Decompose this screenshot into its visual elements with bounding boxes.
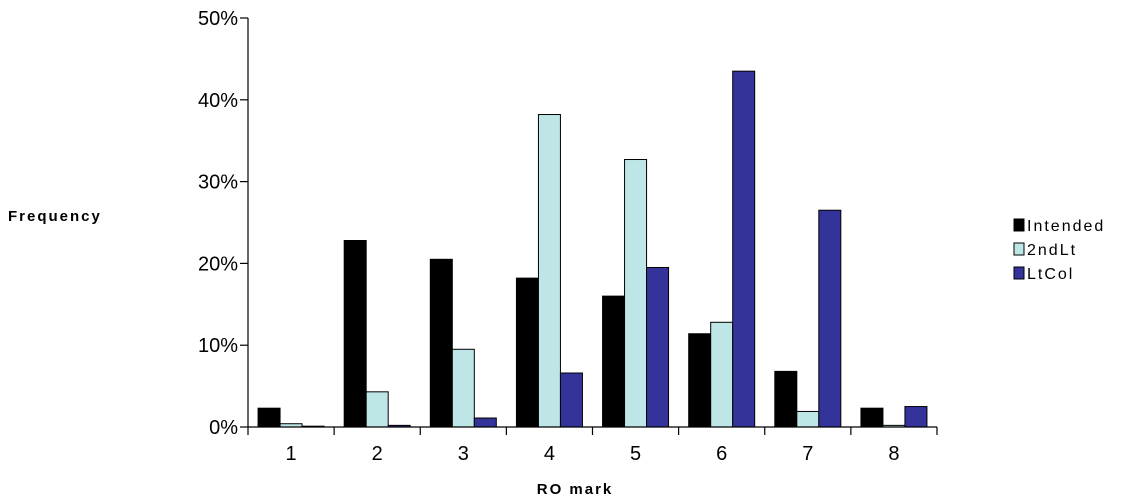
y-tick-label: 40% <box>198 90 238 112</box>
y-tick-label: 10% <box>198 335 238 357</box>
legend-swatch-2ndlt <box>1013 242 1025 256</box>
x-tick-label: 6 <box>716 443 727 465</box>
x-tick-label: 7 <box>802 443 813 465</box>
bar-intended-5 <box>602 295 626 428</box>
x-tick-label: 4 <box>544 443 555 465</box>
x-tick-label: 3 <box>458 443 469 465</box>
x-tick-label: 2 <box>372 443 383 465</box>
y-tick-label: 30% <box>198 172 238 194</box>
legend-label-ltcol: LtCol <box>1027 266 1074 283</box>
bar-intended-2 <box>343 239 367 428</box>
bar-intended-1 <box>257 407 281 428</box>
bar-2ndlt-2 <box>365 391 389 428</box>
y-axis-title-group: Frequency <box>8 208 102 225</box>
bar-ltcol-6 <box>732 70 756 428</box>
bar-ltcol-8 <box>904 406 928 428</box>
x-axis-title: RO mark <box>537 481 614 498</box>
legend-label-2ndlt: 2ndLt <box>1027 242 1077 259</box>
y-tick-label: 50% <box>198 8 238 30</box>
bar-ltcol-7 <box>818 209 842 428</box>
bar-ltcol-4 <box>559 372 583 428</box>
bar-2ndlt-5 <box>624 159 648 428</box>
x-tick-label: 8 <box>888 443 899 465</box>
bar-intended-3 <box>429 258 453 428</box>
bar-ltcol-5 <box>646 266 670 428</box>
legend: Intended 2ndLt LtCol <box>1013 218 1105 283</box>
bar-intended-8 <box>860 407 884 428</box>
legend-label-intended: Intended <box>1027 218 1105 235</box>
legend-swatch-ltcol <box>1013 266 1025 280</box>
axes-group: 0% 10% 20% 30% 40% 50% 1 2 3 4 5 6 7 8 <box>198 8 938 465</box>
bar-2ndlt-3 <box>451 348 475 428</box>
bar-intended-7 <box>774 370 798 428</box>
y-tick-label: 20% <box>198 253 238 275</box>
bar-2ndlt-6 <box>710 321 734 428</box>
bars-group <box>257 70 928 428</box>
bar-intended-6 <box>688 333 712 428</box>
bar-2ndlt-7 <box>796 410 820 428</box>
x-axis-title-group: RO mark <box>537 481 614 498</box>
x-tick-label: 1 <box>286 443 297 465</box>
bar-intended-4 <box>515 277 539 428</box>
y-tick-label: 0% <box>209 417 238 439</box>
bar-2ndlt-4 <box>537 114 561 428</box>
x-tick-label: 5 <box>630 443 641 465</box>
bar-ltcol-3 <box>473 417 497 428</box>
y-axis-title: Frequency <box>8 208 102 225</box>
legend-swatch-intended <box>1013 218 1025 232</box>
